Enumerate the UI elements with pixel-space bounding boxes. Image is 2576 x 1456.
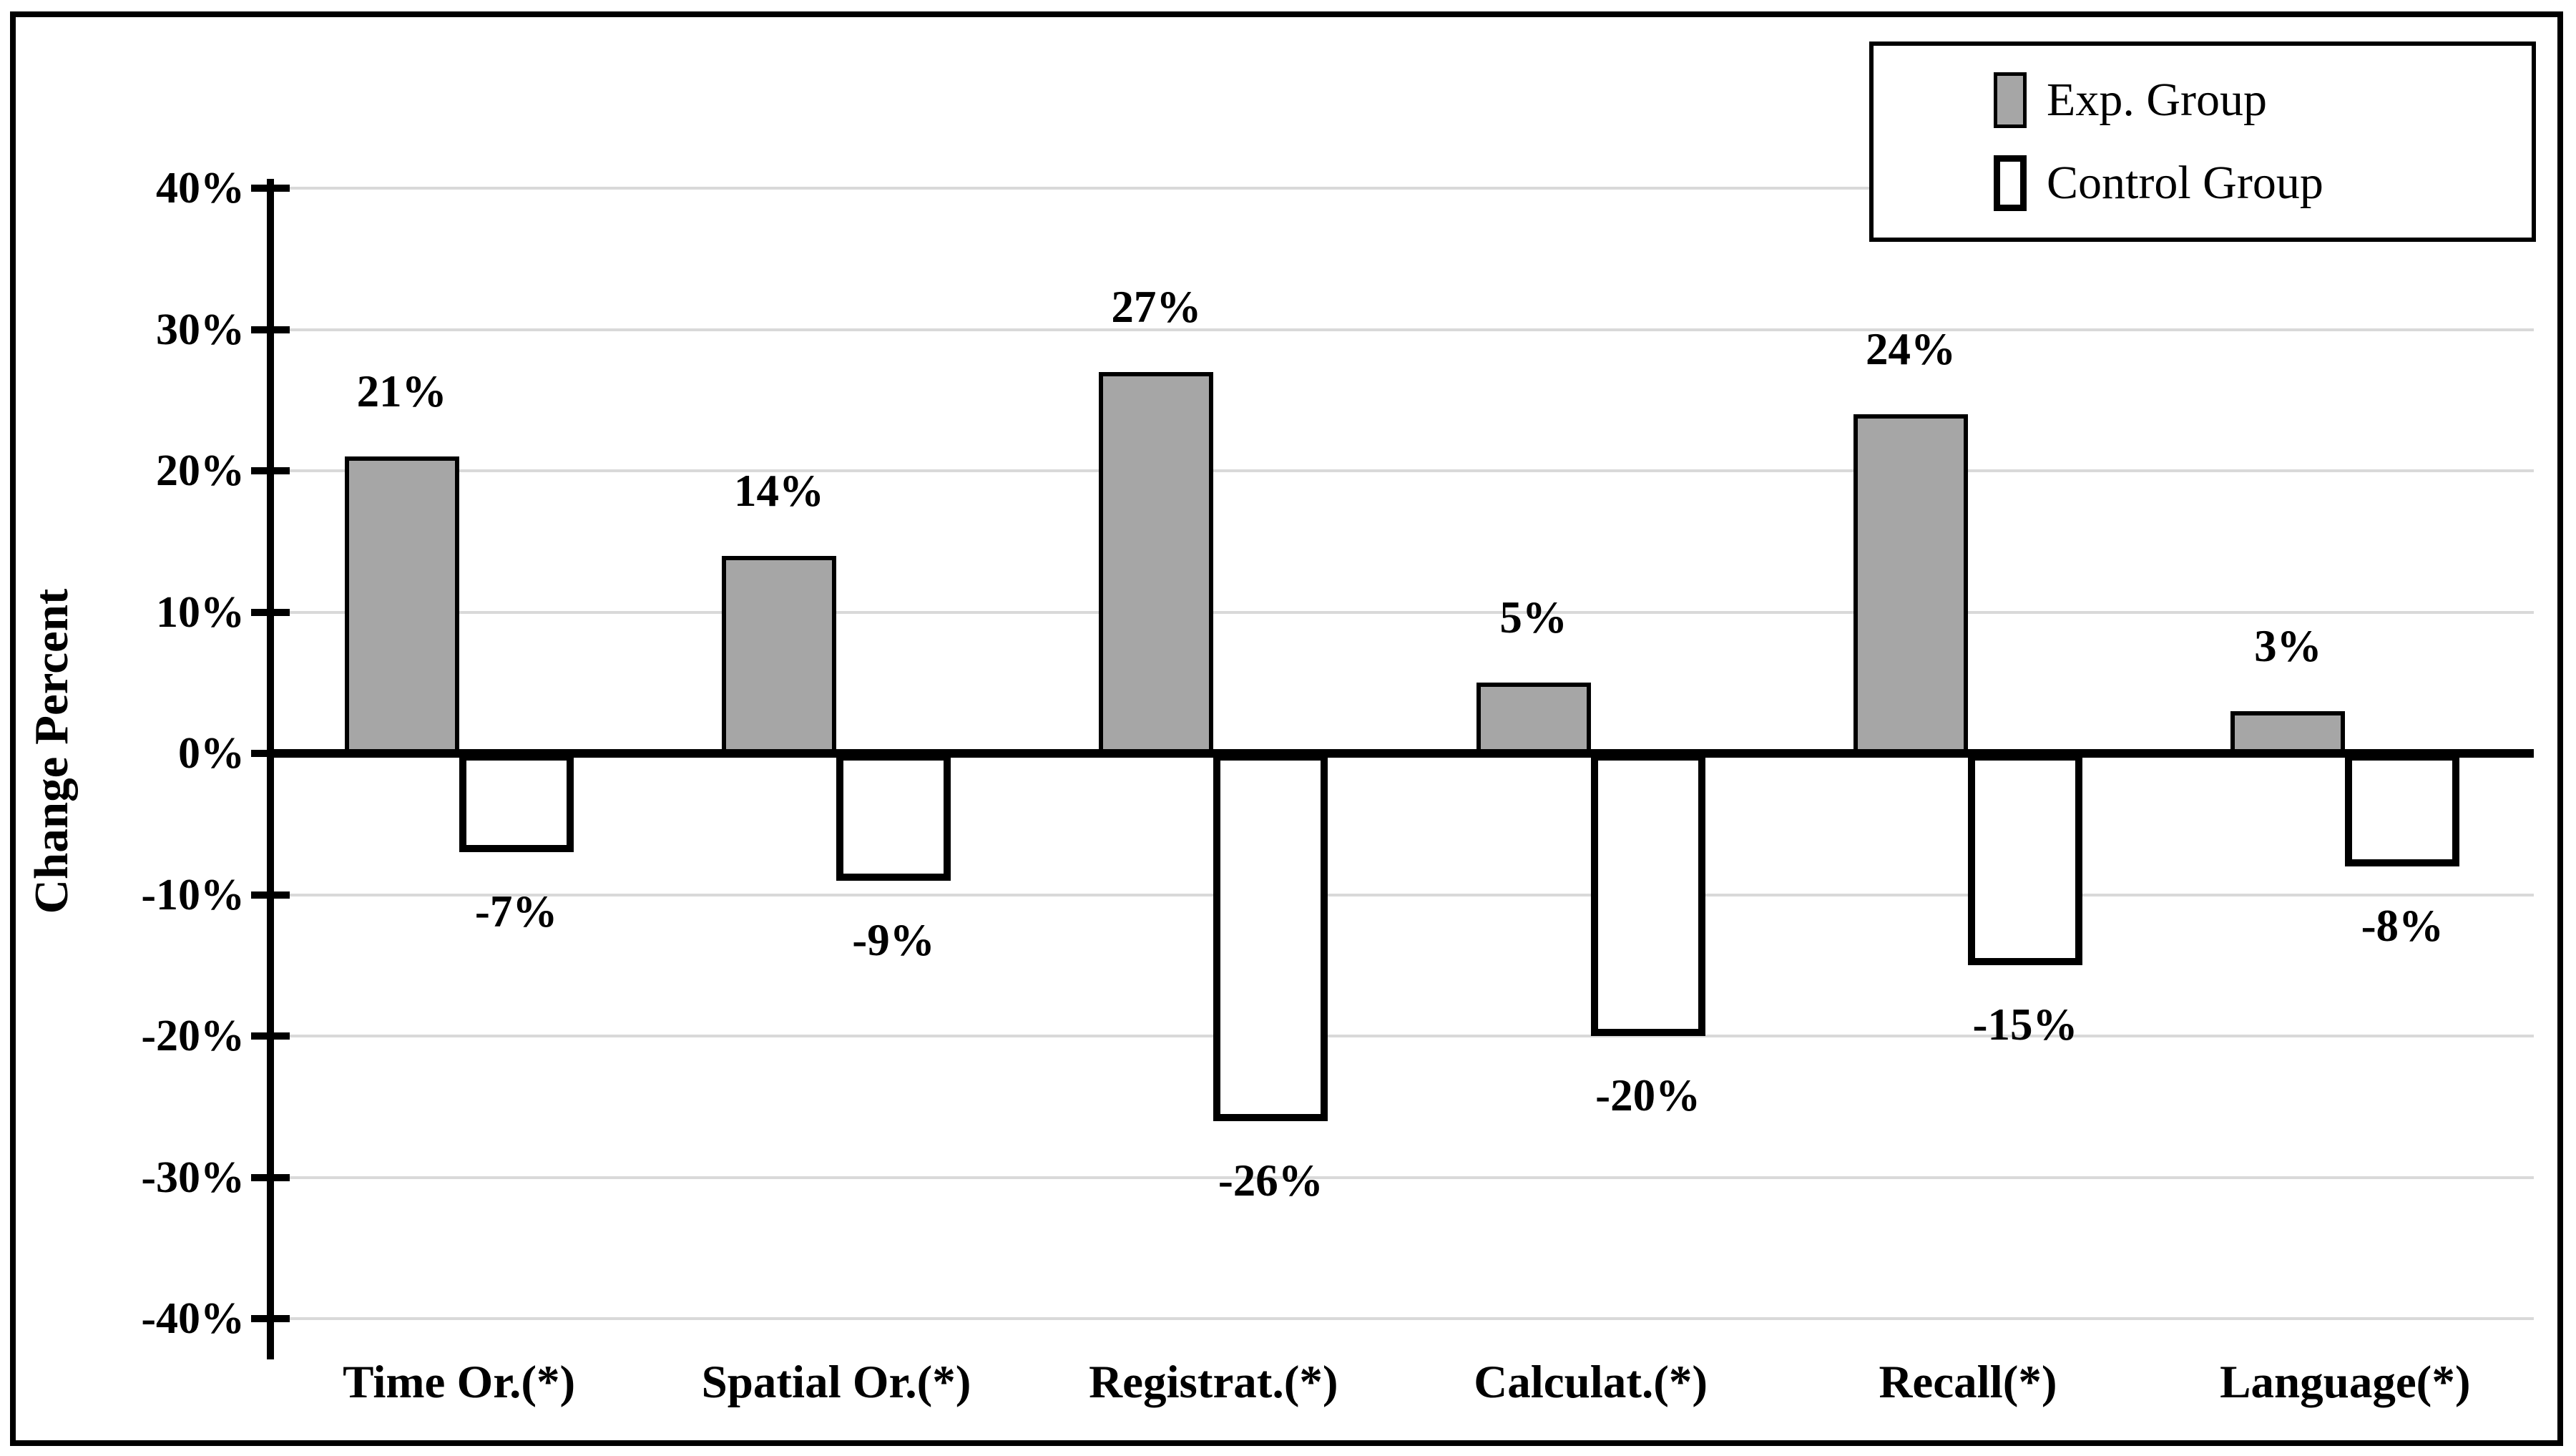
bar-value-label: -26% [1218, 1155, 1323, 1206]
grid-line [275, 610, 2534, 614]
legend-label-control-group: Control Group [2047, 156, 2323, 209]
bar-control-group [2345, 753, 2460, 866]
legend-item-exp-group: Exp. Group [1994, 72, 2532, 129]
bar-value-label: 5% [1499, 592, 1567, 643]
bar-value-label: -20% [1595, 1070, 1701, 1120]
y-axis-tick-label: -30% [141, 1153, 245, 1202]
bar-value-label: -7% [474, 886, 558, 937]
y-axis-tick-label: 20% [156, 446, 245, 495]
x-category-label: Spatial Or.(*) [701, 1357, 971, 1408]
x-category-label: Language(*) [2220, 1357, 2471, 1408]
y-axis-tick-label: 40% [156, 164, 245, 212]
y-axis-tick-label: -20% [141, 1012, 245, 1060]
y-axis-tick [251, 1173, 290, 1181]
grid-line [275, 893, 2534, 896]
bar-control-group [1590, 753, 1705, 1036]
bar-control-group [1213, 753, 1328, 1121]
y-axis-tick [251, 1315, 290, 1322]
bar-exp-group [1853, 414, 1968, 753]
y-axis-tick [251, 750, 290, 757]
bar-value-label: -8% [2361, 901, 2444, 951]
grid-line [275, 469, 2534, 472]
y-axis-tick [251, 1032, 290, 1040]
y-axis-tick [251, 891, 290, 899]
y-axis-tick-label: 30% [156, 305, 245, 354]
bar-value-label: -15% [1972, 1000, 2078, 1050]
bar-exp-group [2230, 710, 2346, 753]
bar-control-group [459, 753, 574, 853]
y-axis-tick-label: 10% [156, 587, 245, 637]
bar-exp-group [722, 555, 836, 753]
grid-line [275, 1317, 2534, 1320]
bar-value-label: 3% [2254, 620, 2322, 671]
grid-line [275, 1035, 2534, 1037]
bar-value-label: 27% [1111, 281, 1202, 332]
y-axis-tick [251, 326, 290, 333]
y-axis-tick [251, 467, 290, 474]
y-axis-tick [251, 608, 290, 616]
y-axis-tick-label: -10% [141, 870, 245, 919]
bar-value-label: -9% [852, 914, 935, 965]
grid-line [275, 1176, 2534, 1179]
x-category-label: Registrat.(*) [1089, 1357, 1338, 1408]
y-axis-tick-label: 0% [178, 729, 245, 778]
bar-value-label: 21% [356, 366, 447, 417]
x-category-label: Recall(*) [1879, 1357, 2057, 1408]
bar-control-group [1968, 753, 2082, 966]
legend-item-control-group: Control Group [1994, 155, 2532, 211]
y-axis-line [267, 179, 274, 1359]
bar-exp-group [1099, 371, 1214, 753]
grid-line [275, 187, 2534, 190]
control-group-swatch-icon [1994, 155, 2027, 211]
grid-line [275, 328, 2534, 331]
x-category-label: Time Or.(*) [343, 1357, 576, 1408]
legend: Exp. Group Control Group [1869, 41, 2536, 242]
bar-exp-group [1476, 683, 1591, 753]
x-axis-zero-line [267, 749, 2534, 758]
bar-control-group [836, 753, 951, 881]
y-axis-tick-label: -40% [141, 1294, 245, 1343]
x-category-label: Calculat.(*) [1474, 1357, 1708, 1408]
bar-exp-group [344, 456, 459, 753]
legend-label-exp-group: Exp. Group [2047, 74, 2267, 127]
y-axis-tick [251, 185, 290, 192]
exp-group-swatch-icon [1994, 72, 2027, 129]
bar-value-label: 24% [1866, 324, 1956, 374]
bar-value-label: 14% [734, 465, 824, 516]
